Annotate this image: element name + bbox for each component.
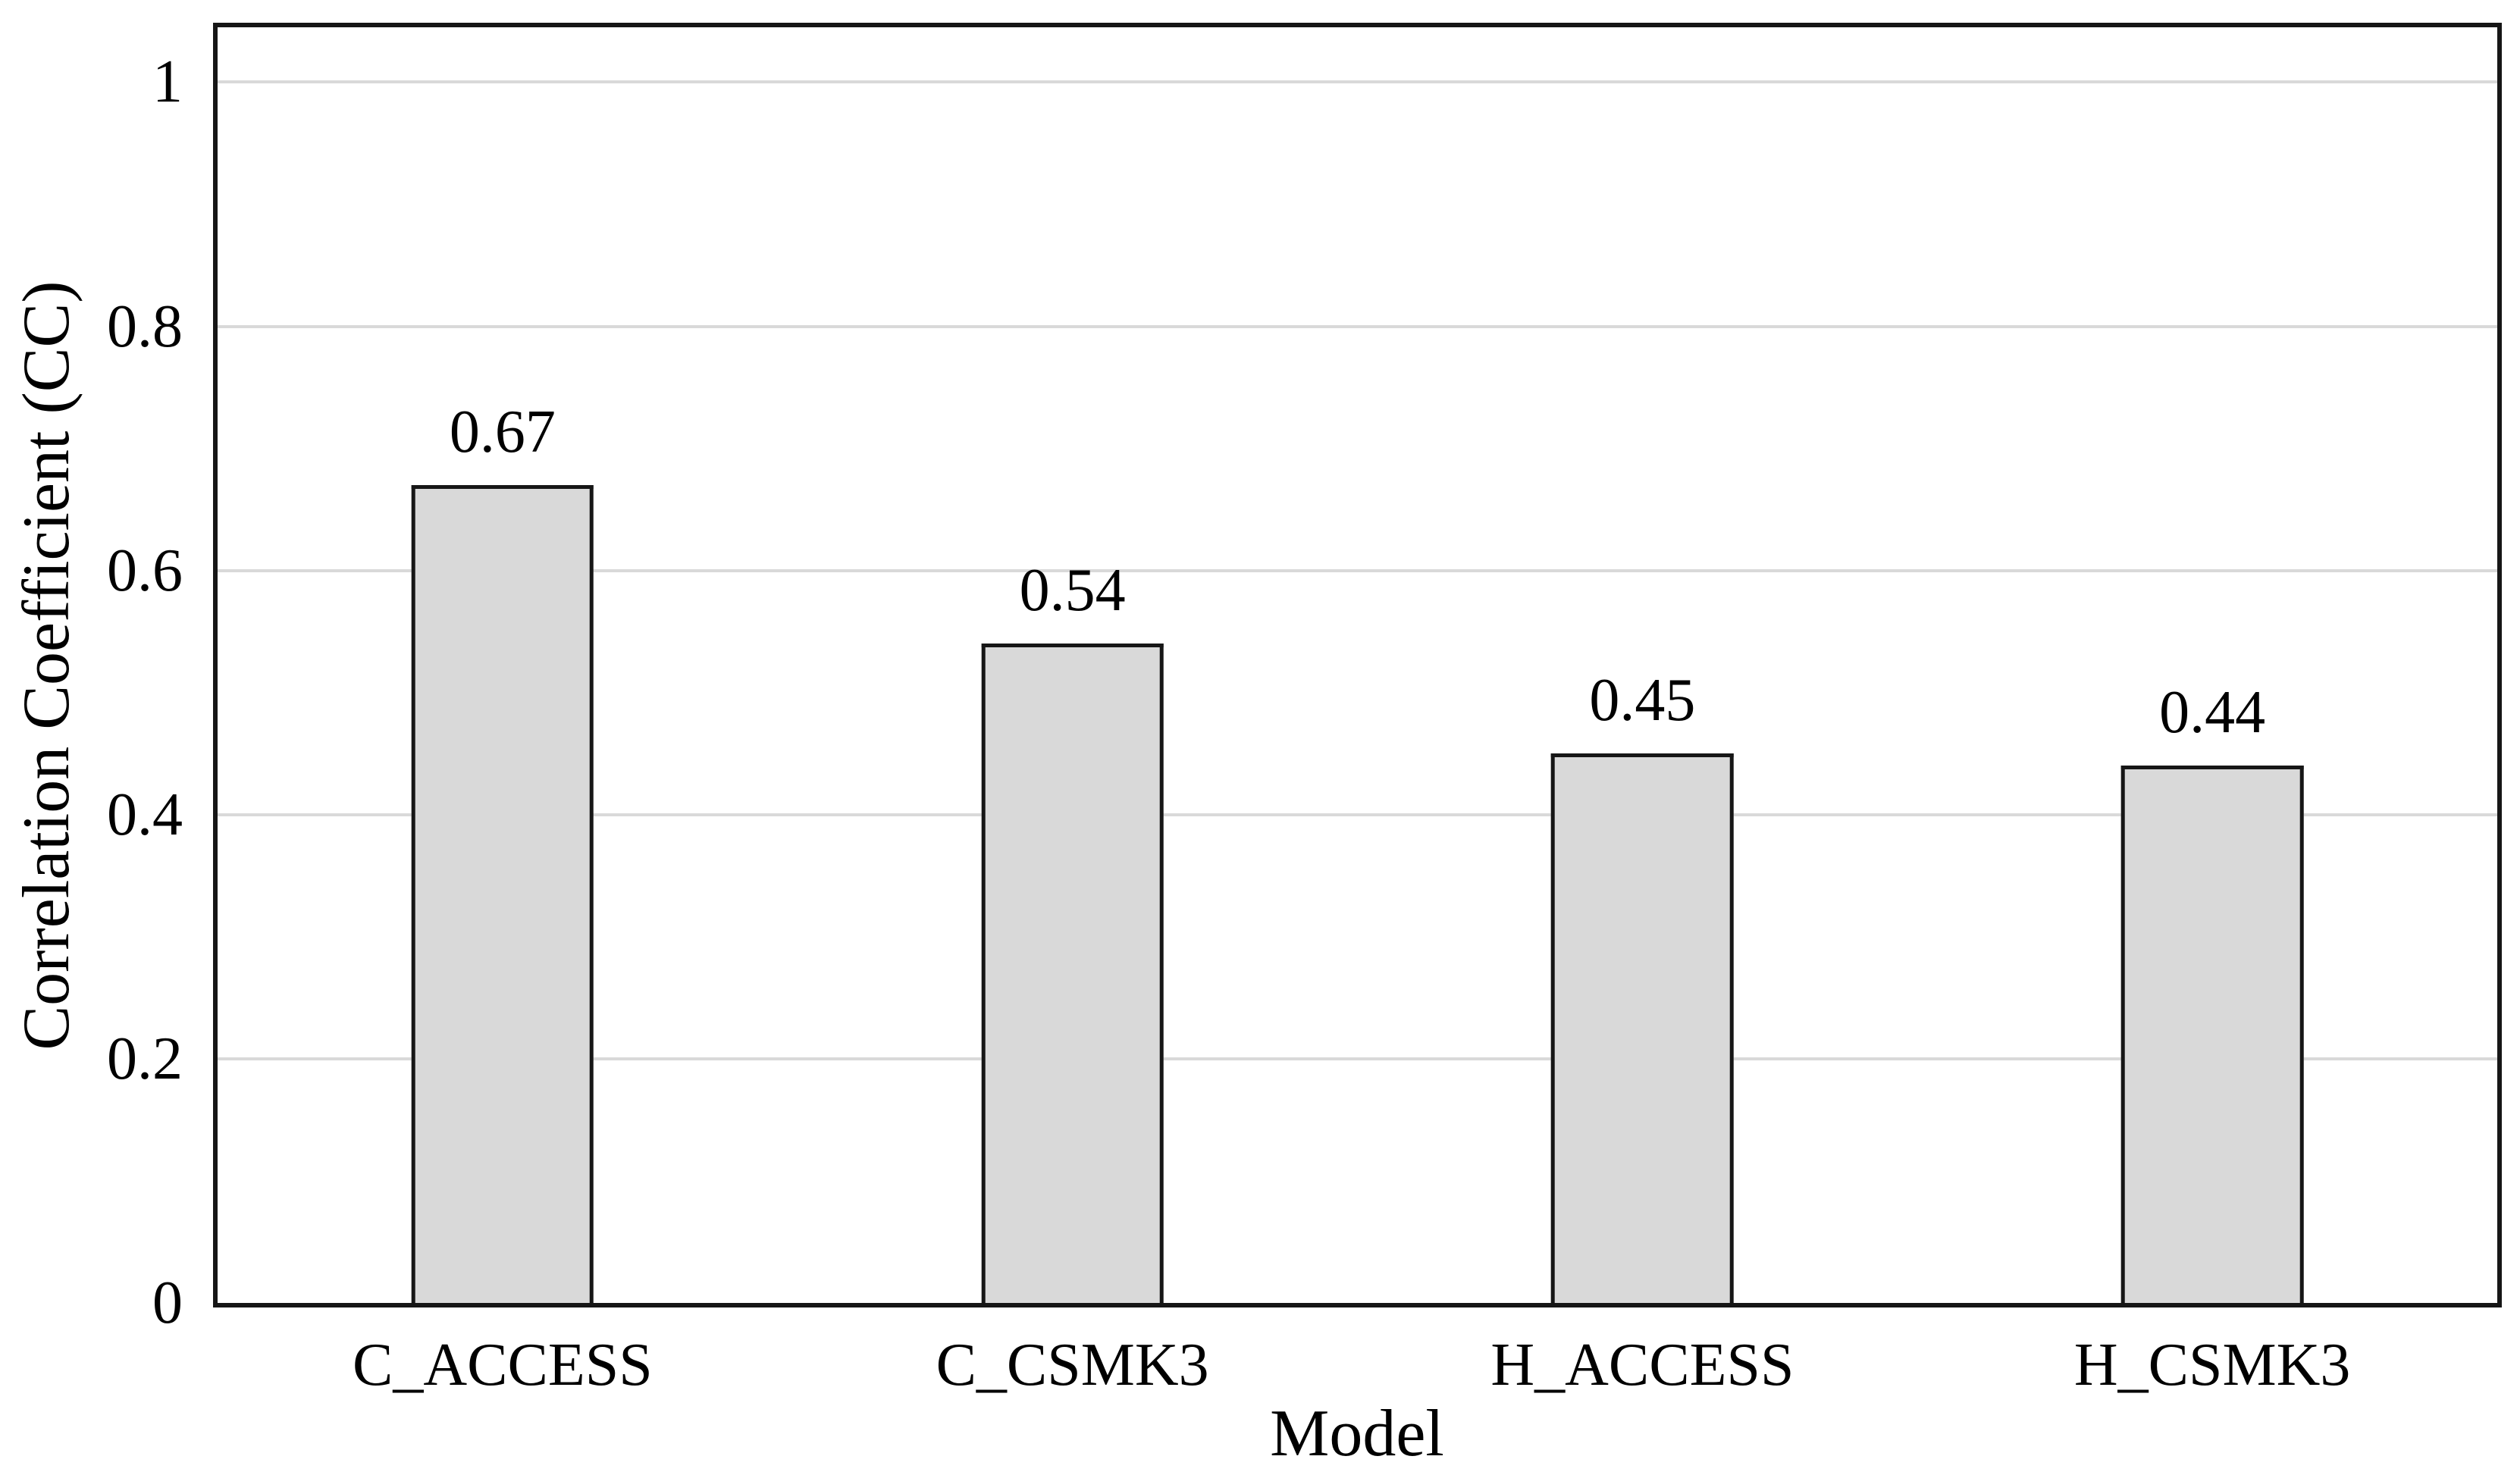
x-tick-label-H_CSMK3: H_CSMK3 xyxy=(2073,1332,2351,1398)
y-tick-label-0.2: 0.2 xyxy=(107,1025,183,1092)
gridline-y-0.2 xyxy=(218,1057,2497,1060)
bar-value-label-H_ACCESS: 0.45 xyxy=(1589,667,1696,734)
bar-H_ACCESS xyxy=(1551,753,1734,1303)
x-tick-label-H_ACCESS: H_ACCESS xyxy=(1490,1332,1794,1398)
y-tick-label-0.8: 0.8 xyxy=(107,293,183,360)
y-tick-label-0: 0 xyxy=(152,1270,183,1336)
x-tick-label-C_CSMK3: C_CSMK3 xyxy=(936,1332,1209,1398)
gridline-y-1 xyxy=(218,80,2497,84)
y-tick-label-0.6: 0.6 xyxy=(107,537,183,604)
gridline-y-0.8 xyxy=(218,324,2497,328)
bar-value-label-C_ACCESS: 0.67 xyxy=(449,398,556,465)
y-tick-label-0.4: 0.4 xyxy=(107,781,183,848)
gridline-y-0.6 xyxy=(218,568,2497,572)
bar-C_ACCESS xyxy=(411,484,594,1303)
bar-C_CSMK3 xyxy=(981,644,1164,1303)
gridline-y-0.4 xyxy=(218,813,2497,816)
x-axis-title: Model xyxy=(1270,1397,1444,1470)
bar-value-label-H_CSMK3: 0.44 xyxy=(2159,679,2266,747)
plot-area: 0 0.2 0.4 0.6 0.8 1 0.67 C_ACCESS 0.54 C_CSMK3 0.4… xyxy=(107,23,2502,1395)
x-tick-label-C_ACCESS: C_ACCESS xyxy=(353,1332,653,1398)
y-axis-title: Correlation Coefficient (CC) xyxy=(10,280,83,1051)
bar-value-label-C_CSMK3: 0.54 xyxy=(1019,557,1126,625)
y-tick-label-1: 1 xyxy=(152,49,183,116)
bar-H_CSMK3 xyxy=(2120,766,2304,1303)
